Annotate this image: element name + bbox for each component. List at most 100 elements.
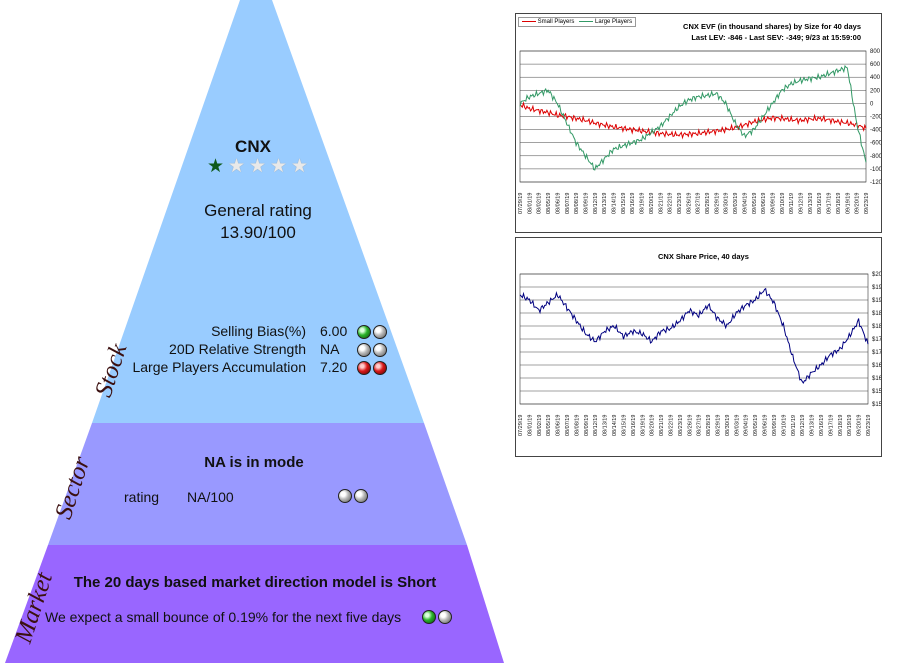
x-tick-label: 08/27/19 [697, 415, 703, 436]
market-band [5, 545, 504, 663]
x-tick-label: 09/06/19 [761, 193, 767, 214]
x-tick-label: 09/04/19 [744, 415, 750, 436]
y-tick-label: $17.5 [872, 337, 881, 343]
y-tick-label: -1000 [870, 167, 881, 173]
x-tick-label: 08/22/19 [668, 193, 674, 214]
x-tick-label: 08/30/19 [724, 193, 730, 214]
gray-indicator-icon [338, 488, 352, 503]
x-tick-label: 08/21/19 [659, 415, 665, 436]
x-tick-label: 08/01/19 [527, 415, 533, 436]
legend-large-players: Large Players [595, 19, 633, 25]
x-tick-label: 09/13/19 [808, 193, 814, 214]
x-tick-label: 08/16/19 [631, 415, 637, 436]
series-line-0 [519, 287, 869, 385]
metric-value: 7.20 [320, 359, 348, 375]
y-tick-label: $15.5 [872, 389, 881, 395]
x-tick-label: 08/09/19 [583, 193, 589, 214]
y-tick-label: 800 [870, 49, 881, 55]
metric-indicator-balls [355, 359, 387, 377]
legend-small-players: Small Players [537, 19, 575, 25]
x-tick-label: 08/08/19 [574, 415, 580, 436]
pyramid-graphic [5, 0, 504, 663]
x-tick-label: 08/29/19 [714, 193, 720, 214]
x-tick-label: 09/04/19 [742, 193, 748, 214]
y-tick-label: $16.0 [872, 376, 881, 382]
y-tick-label: $20.0 [872, 272, 881, 278]
market-title: The 20 days based market direction model… [73, 574, 437, 591]
x-tick-label: 08/05/19 [546, 415, 552, 436]
x-tick-label: 08/23/19 [677, 193, 683, 214]
star-empty-icon: ★ [291, 156, 309, 177]
x-tick-label: 09/03/19 [734, 415, 740, 436]
general-rating-value: 13.90/100 [220, 223, 296, 242]
gray-indicator-icon [373, 342, 387, 357]
metric-label: 20D Relative Strength [169, 341, 306, 357]
y-tick-label: $18.0 [872, 324, 881, 330]
sector-indicator-balls [336, 487, 368, 505]
x-tick-label: 08/19/19 [640, 193, 646, 214]
sector-rating-value: NA/100 [187, 489, 234, 505]
star-empty-icon: ★ [228, 156, 246, 177]
metric-value: 6.00 [320, 323, 348, 339]
star-empty-icon: ★ [249, 156, 267, 177]
x-tick-label: 09/13/19 [810, 415, 816, 436]
x-tick-label: 09/18/19 [838, 415, 844, 436]
x-tick-label: 08/16/19 [630, 193, 636, 214]
y-tick-label: $15.0 [872, 402, 881, 408]
x-tick-label: 08/12/19 [593, 193, 599, 214]
x-tick-label: 08/30/19 [725, 415, 731, 436]
price-chart-plot: $20.0 $19.5 $19.0 $18.5 $18.0 $17.5 $17.0 $16.5… [518, 272, 881, 436]
green-indicator-icon [357, 324, 371, 339]
sector-rating-label: rating [124, 489, 160, 505]
x-tick-label: 08/06/19 [556, 415, 562, 436]
metric-label: Large Players Accumulation [132, 359, 306, 375]
x-tick-label: 08/08/19 [574, 193, 580, 214]
x-tick-label: 08/01/19 [527, 193, 533, 214]
sector-title: NA is in mode [204, 454, 304, 471]
y-tick-label: -400 [870, 128, 881, 134]
metric-indicator-balls [355, 341, 387, 359]
market-expectation: We expect a small bounce of 0.19% for th… [45, 609, 402, 625]
x-tick-label: 09/06/19 [763, 415, 769, 436]
red-indicator-icon [373, 360, 387, 375]
x-tick-label: 09/11/19 [791, 415, 797, 436]
x-tick-label: 09/12/19 [799, 193, 805, 214]
ticker-title: CNX [235, 137, 271, 156]
x-tick-label: 09/23/19 [864, 193, 870, 214]
x-tick-label: 08/15/19 [621, 193, 627, 214]
x-tick-label: 09/03/19 [733, 193, 739, 214]
x-tick-label: 08/26/19 [686, 193, 692, 214]
y-tick-label: $19.5 [872, 285, 881, 291]
x-tick-label: 08/07/19 [565, 415, 571, 436]
x-tick-label: 09/20/19 [855, 193, 861, 214]
x-tick-label: 09/10/19 [780, 193, 786, 214]
x-tick-label: 08/26/19 [687, 415, 693, 436]
y-tick-label: 200 [870, 88, 881, 94]
x-tick-label: 08/09/19 [584, 415, 590, 436]
x-tick-label: 09/20/19 [857, 415, 863, 436]
gray-indicator-icon [354, 488, 368, 503]
x-tick-label: 09/19/19 [847, 415, 853, 436]
x-tick-label: 09/18/19 [836, 193, 842, 214]
gray-indicator-icon [438, 609, 452, 624]
x-tick-label: 07/29/19 [518, 415, 524, 436]
general-rating-label: General rating [204, 201, 312, 220]
x-tick-label: 09/12/19 [800, 415, 806, 436]
series-line-0 [519, 101, 867, 140]
x-tick-label: 09/16/19 [817, 193, 823, 214]
x-tick-label: 08/06/19 [555, 193, 561, 214]
x-tick-label: 07/29/19 [518, 193, 524, 214]
x-tick-label: 09/11/19 [789, 193, 795, 214]
y-tick-label: $18.5 [872, 311, 881, 317]
star-rating: ★ ★ ★ ★ ★ [207, 157, 317, 179]
y-tick-label: -200 [870, 115, 881, 121]
x-tick-label: 09/09/19 [770, 193, 776, 214]
gray-indicator-icon [373, 324, 387, 339]
x-tick-label: 09/19/19 [845, 193, 851, 214]
evf-chart-title: CNX EVF (in thousand shares) by Size for… [683, 22, 861, 31]
series-line-1 [519, 64, 867, 171]
y-tick-label: 400 [870, 75, 881, 81]
x-tick-label: 08/13/19 [602, 193, 608, 214]
metric-indicator-balls [355, 323, 387, 341]
x-tick-label: 08/27/19 [696, 193, 702, 214]
